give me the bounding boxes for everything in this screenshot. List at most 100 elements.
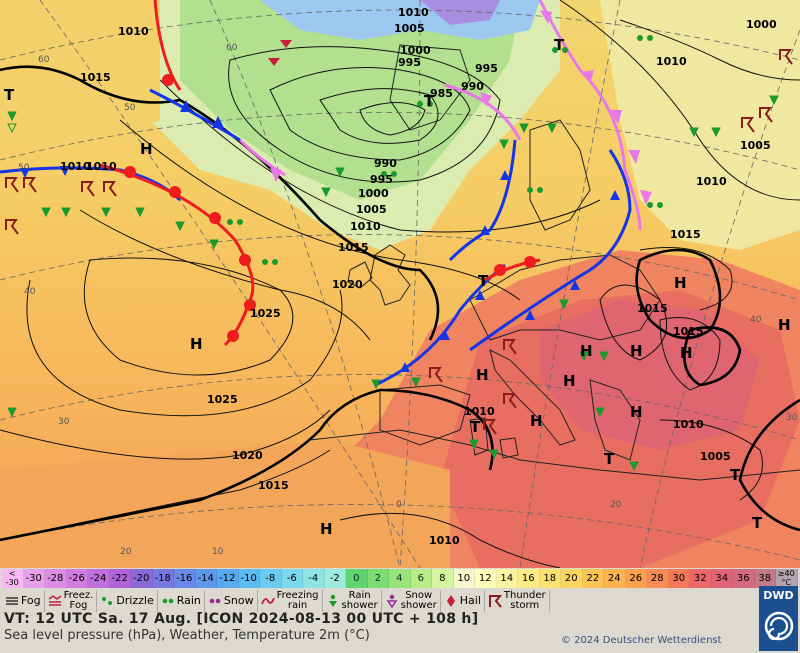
scale-cell: 4	[389, 569, 411, 588]
scale-cell: -30	[23, 569, 45, 588]
grid-label: 0	[396, 500, 402, 510]
cold-front-europe	[448, 139, 517, 262]
legend-panel: < -30 -30 -28 -26 -24 -22 -20 -18 -16 -14 -12 -10 -8…	[0, 568, 800, 653]
low-symbols	[268, 40, 292, 66]
occluded-front-north	[444, 83, 522, 141]
center-label: T	[424, 92, 435, 110]
temperature-color-scale: < -30 -30 -28 -26 -24 -22 -20 -18 -16 -14 -12 -10 -8…	[2, 569, 798, 589]
weather-legend-item: Hail	[441, 590, 485, 612]
isobar-label: 1015	[338, 241, 369, 254]
weather-legend-item: Rain	[158, 590, 205, 612]
purple-zone	[420, 0, 500, 25]
isobar-label: 1010	[673, 418, 704, 431]
cold-front-atlantic	[149, 88, 241, 142]
isobar-label: 1010	[429, 534, 460, 547]
weather-legend-item: Snow shower	[382, 590, 441, 612]
isobar-label: 1015	[670, 228, 701, 241]
grid-label: 30	[786, 413, 798, 423]
scale-cell: -20	[131, 569, 153, 588]
isobar-label: 1000	[400, 44, 431, 57]
scale-cell: 26	[625, 569, 647, 588]
isobar-label: 995	[370, 173, 393, 186]
hail-icon	[444, 594, 458, 608]
center-label: T	[470, 418, 481, 436]
valid-time: VT: 12 UTC Sa. 17 Aug. [ICON 2024-08-13 …	[4, 611, 479, 627]
scale-cell: 6	[410, 569, 432, 588]
scale-cell: -22	[109, 569, 131, 588]
weather-legend-label: Hail	[459, 594, 481, 607]
weather-legend-label: Rain	[176, 594, 201, 607]
scale-cell: 12	[475, 569, 497, 588]
weather-legend-item: Freez. Fog	[45, 590, 98, 612]
hot-core-2	[540, 300, 760, 450]
grid-label: 60	[38, 55, 50, 65]
center-label: T	[4, 86, 15, 104]
weather-legend-item: Drizzle	[97, 590, 158, 612]
scale-cell: 22	[582, 569, 604, 588]
weather-map: H H H H H H H H H H H H T T T T T T T T …	[0, 0, 800, 568]
scale-cell: ≥40 °C	[776, 569, 798, 588]
scale-cell: -8	[260, 569, 282, 588]
scale-cell: -24	[88, 569, 110, 588]
scale-cell: -26	[66, 569, 88, 588]
scale-cell: 32	[690, 569, 712, 588]
isobar-label: 990	[461, 80, 484, 93]
center-label: H	[563, 372, 576, 390]
grid-label: 40	[750, 315, 762, 325]
scale-cell: 20	[561, 569, 583, 588]
grid-label: 40	[24, 287, 36, 297]
scale-cell: -16	[174, 569, 196, 588]
thunderstorm-icon	[488, 594, 502, 608]
isobar-label: 1015	[673, 325, 704, 338]
occluded-front-iceland	[153, 0, 182, 91]
center-label: H	[476, 366, 489, 384]
drizzle-icon	[100, 594, 114, 608]
scale-cell: 0	[346, 569, 368, 588]
isobar-label: 1010	[60, 160, 91, 173]
weather-symbol-legend: Fog Freez. Fog Drizzle Rain Snow Freezing rai…	[2, 590, 758, 612]
dwd-logo-text: DWD	[763, 589, 794, 602]
isobar-label: 1015	[80, 71, 111, 84]
scale-cell: 8	[432, 569, 454, 588]
scale-cell: -28	[45, 569, 67, 588]
scale-cell: 14	[496, 569, 518, 588]
weather-legend-label: Freezing rain	[276, 590, 319, 611]
cold-front-east	[469, 149, 632, 352]
scale-cell: 16	[518, 569, 540, 588]
dwd-logo: DWD	[759, 586, 798, 651]
grid-label: 10	[212, 547, 224, 557]
isobar-1015-thick	[0, 65, 800, 542]
isobar-label: 1010	[118, 25, 149, 38]
scale-cell: 10	[453, 569, 475, 588]
isobar-label: 985	[430, 87, 453, 100]
graticule-labels: 60 50 40 30 20 10 0 20 40 50 60 30 40	[18, 43, 798, 557]
scale-cell: 28	[647, 569, 669, 588]
center-label: T	[730, 466, 741, 484]
isobar-label: 1005	[394, 22, 425, 35]
isobar-label: 1015	[637, 302, 668, 315]
weather-legend-label: Drizzle	[116, 594, 154, 607]
copyright: © 2024 Deutscher Wetterdienst	[561, 635, 722, 646]
map-subtitle: Sea level pressure (hPa), Weather, Tempe…	[4, 628, 370, 643]
isobar-label: 1010	[464, 405, 495, 418]
snow-icon	[208, 594, 222, 608]
weather-legend-item: Rain shower	[323, 590, 382, 612]
weather-legend-label: Snow	[223, 594, 254, 607]
scale-cell: < -30	[2, 569, 24, 588]
weather-legend-label: Fog	[21, 594, 41, 607]
isobar-label: 990	[374, 157, 397, 170]
isobar-label: 1015	[258, 479, 289, 492]
weather-legend-item: Snow	[205, 590, 258, 612]
isobar-labels: 1010 1015 1010 1005 1010 1000 995 995 99…	[60, 6, 777, 547]
grid-label: 50	[124, 103, 136, 113]
scale-cell: 38	[754, 569, 776, 588]
scale-cell: 36	[733, 569, 755, 588]
rain-icon	[161, 594, 175, 608]
isobar-label: 1020	[232, 449, 263, 462]
isobar-label: 1010	[350, 220, 381, 233]
weather-legend-label: Snow shower	[400, 590, 437, 611]
center-label: H	[630, 342, 643, 360]
green-zone	[180, 0, 520, 200]
occluded-front-scand	[538, 0, 642, 231]
